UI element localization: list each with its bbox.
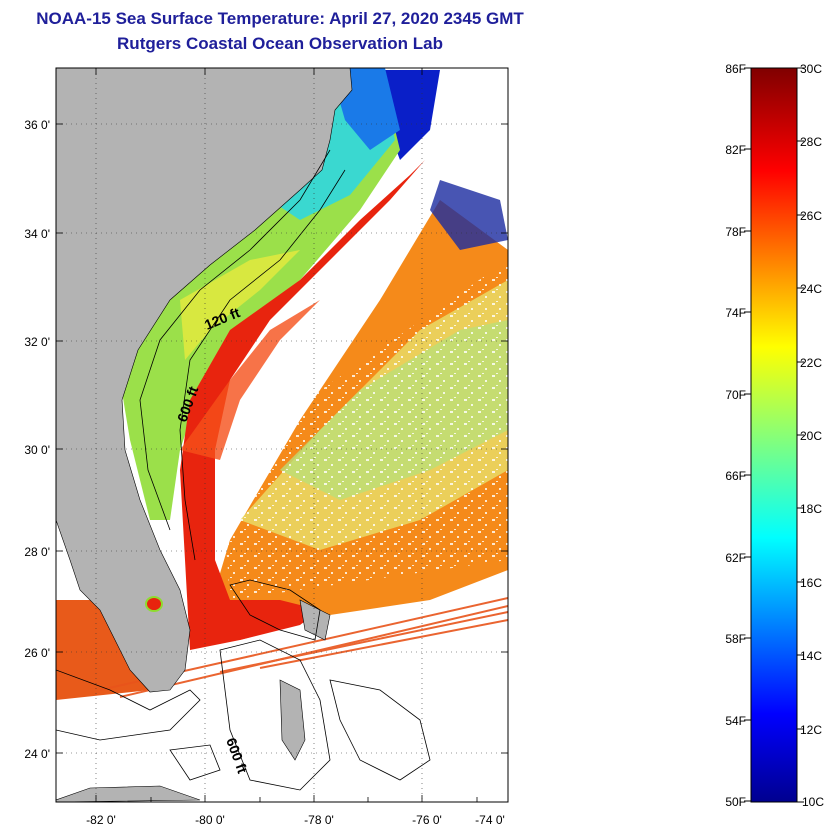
colorbar-c-label: 26C — [800, 209, 822, 223]
land-bahamas — [279, 679, 306, 761]
lon-label: -80 0' — [195, 813, 225, 827]
lat-label: 24 0' — [24, 747, 50, 761]
colorbar-f-label: 50F — [725, 795, 746, 809]
lat-label: 26 0' — [24, 646, 50, 660]
lon-label: -74 0' — [475, 813, 505, 827]
colorbar-c-label: 16C — [800, 576, 822, 590]
colorbar-f-label: 66F — [725, 469, 746, 483]
map-title: NOAA-15 Sea Surface Temperature: April 2… — [36, 9, 524, 28]
lat-label: 34 0' — [24, 227, 50, 241]
lat-label: 36 0' — [24, 118, 50, 132]
colorbar-f-label: 70F — [725, 388, 746, 402]
longitude-axis: -82 0' -80 0' -78 0' -76 0' -74 0' — [86, 813, 505, 827]
colorbar-f-label: 62F — [725, 551, 746, 565]
colorbar-c-label: 18C — [800, 502, 822, 516]
map-subtitle: Rutgers Coastal Ocean Observation Lab — [117, 34, 443, 53]
isobath-600ft — [179, 169, 346, 561]
colorbar-gradient — [750, 67, 798, 803]
lat-label: 30 0' — [24, 443, 50, 457]
colorbar-f-label: 82F — [725, 143, 746, 157]
land-us-coast — [56, 68, 353, 693]
colorbar-f-label: 58F — [725, 632, 746, 646]
colorbar-f-label: 78F — [725, 225, 746, 239]
isobath-120ft — [139, 149, 331, 531]
colorbar-c-label: 24C — [800, 282, 822, 296]
map-panel — [55, 67, 509, 803]
colorbar-c-label: 10C — [802, 795, 824, 809]
lon-label: -78 0' — [304, 813, 334, 827]
colorbar-c-label: 20C — [800, 429, 822, 443]
lon-label: -76 0' — [412, 813, 442, 827]
colorbar-f-label: 74F — [725, 306, 746, 320]
lon-label: -82 0' — [86, 813, 116, 827]
colorbar-c-label: 28C — [800, 135, 822, 149]
colorbar-c-label: 12C — [800, 723, 822, 737]
colorbar-c-label: 30C — [800, 62, 822, 76]
land-cuba — [56, 785, 201, 802]
lake-okeechobee — [145, 596, 163, 612]
colorbar-c-label: 22C — [800, 356, 822, 370]
colorbar-f-label: 54F — [725, 714, 746, 728]
latitude-axis: 36 0' 34 0' 32 0' 30 0' 28 0' 26 0' 24 0… — [24, 118, 50, 761]
gulf-stream — [180, 145, 440, 650]
colorbar-f-label: 86F — [725, 62, 746, 76]
colorbar-c-label: 14C — [800, 649, 822, 663]
lat-label: 28 0' — [24, 545, 50, 559]
colorbar: 86F 82F 78F 74F 70F 66F 62F 58F 54F 50F … — [725, 62, 824, 809]
lat-label: 32 0' — [24, 335, 50, 349]
